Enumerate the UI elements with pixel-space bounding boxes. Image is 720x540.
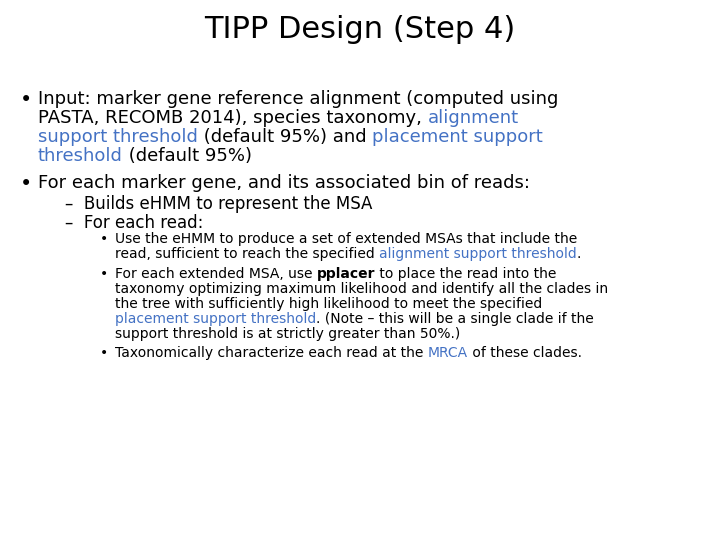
Text: . (Note – this will be a single clade if the: . (Note – this will be a single clade if… xyxy=(316,312,594,326)
Text: placement support: placement support xyxy=(372,128,543,146)
Text: •: • xyxy=(20,90,32,110)
Text: •: • xyxy=(100,232,108,246)
Text: For each extended MSA, use: For each extended MSA, use xyxy=(115,267,317,281)
Text: support threshold is at strictly greater than 50%.): support threshold is at strictly greater… xyxy=(115,327,460,341)
Text: Taxonomically characterize each read at the: Taxonomically characterize each read at … xyxy=(115,346,428,360)
Text: alignment support threshold: alignment support threshold xyxy=(379,247,577,261)
Text: MRCA: MRCA xyxy=(428,346,468,360)
Text: alignment: alignment xyxy=(428,109,518,127)
Text: PASTA, RECOMB 2014), species taxonomy,: PASTA, RECOMB 2014), species taxonomy, xyxy=(38,109,428,127)
Text: •: • xyxy=(20,173,32,194)
Text: TIPP Design (Step 4): TIPP Design (Step 4) xyxy=(204,15,516,44)
Text: For each marker gene, and its associated bin of reads:: For each marker gene, and its associated… xyxy=(38,173,530,192)
Text: of these clades.: of these clades. xyxy=(468,346,582,360)
Text: (default 95%) and: (default 95%) and xyxy=(198,128,372,146)
Text: –  For each read:: – For each read: xyxy=(65,214,203,232)
Text: placement support threshold: placement support threshold xyxy=(115,312,316,326)
Text: .: . xyxy=(577,247,581,261)
Text: the tree with sufficiently high likelihood to meet the specified: the tree with sufficiently high likeliho… xyxy=(115,296,542,310)
Text: pplacer: pplacer xyxy=(317,267,375,281)
Text: support threshold: support threshold xyxy=(38,128,198,146)
Text: Use the eHMM to produce a set of extended MSAs that include the: Use the eHMM to produce a set of extende… xyxy=(115,232,577,246)
Text: •: • xyxy=(100,267,108,281)
Text: Input: marker gene reference alignment (computed using: Input: marker gene reference alignment (… xyxy=(38,90,559,108)
Text: threshold: threshold xyxy=(38,147,123,165)
Text: (default 95%): (default 95%) xyxy=(123,147,252,165)
Text: taxonomy optimizing maximum likelihood and identify all the clades in: taxonomy optimizing maximum likelihood a… xyxy=(115,282,608,295)
Text: –  Builds eHMM to represent the MSA: – Builds eHMM to represent the MSA xyxy=(65,195,372,213)
Text: to place the read into the: to place the read into the xyxy=(375,267,557,281)
Text: •: • xyxy=(100,346,108,360)
Text: read, sufficient to reach the specified: read, sufficient to reach the specified xyxy=(115,247,379,261)
